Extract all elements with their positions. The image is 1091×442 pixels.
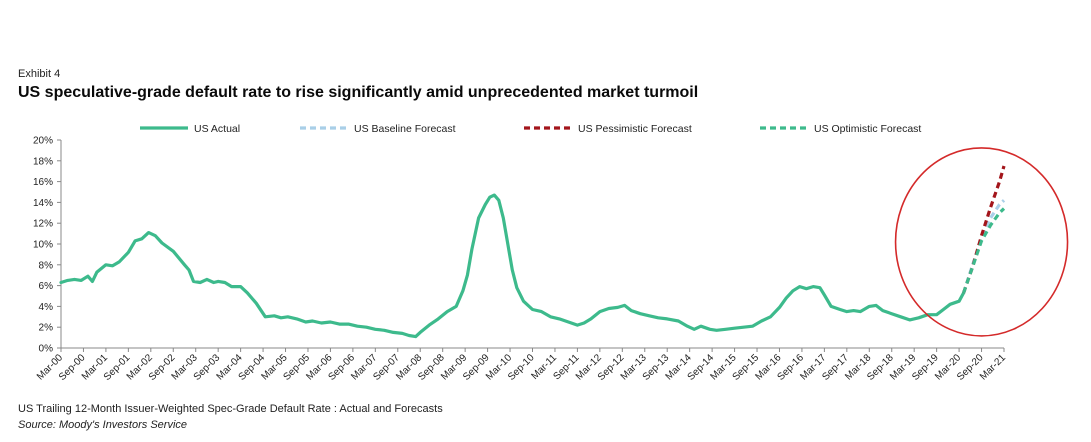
legend-item-label: US Actual: [194, 123, 240, 135]
legend-item-label: US Baseline Forecast: [354, 123, 456, 135]
y-tick-label: 4%: [39, 302, 54, 313]
y-tick-label: 6%: [39, 281, 54, 292]
default-rate-chart: US Actual US Baseline Forecast US Pessimis…: [33, 123, 1069, 383]
chart-footnote: US Trailing 12-Month Issuer-Weighted Spe…: [18, 403, 443, 415]
y-tick-label: 8%: [39, 260, 54, 271]
legend-item-label: US Optimistic Forecast: [814, 123, 921, 135]
y-tick-label: 0%: [39, 344, 54, 355]
y-tick-label: 14%: [33, 198, 53, 209]
forecast-highlight-circle: [894, 147, 1069, 337]
y-axis: 0% 2% 4% 6% 8% 10% 12% 14% 16% 18% 20%: [33, 136, 62, 355]
chart-source: Source: Moody's Investors Service: [18, 419, 188, 431]
chart-legend: US Actual US Baseline Forecast US Pessimis…: [140, 123, 921, 135]
series-line-us-pessimistic-forecast: [962, 165, 1006, 294]
exhibit-label: Exhibit 4: [18, 68, 61, 80]
y-tick-label: 12%: [33, 219, 53, 230]
legend-item-label: US Pessimistic Forecast: [578, 123, 692, 135]
series-line-us-optimistic-forecast: [962, 207, 1006, 294]
series-line-us-actual: [59, 193, 966, 339]
chart-annotations: [894, 147, 1069, 337]
y-tick-label: 10%: [33, 240, 53, 251]
y-tick-label: 20%: [33, 136, 53, 147]
y-tick-label: 2%: [39, 323, 54, 334]
x-axis: Mar-00Sep-00Mar-01Sep-01Mar-02Sep-02Mar-…: [35, 347, 1008, 383]
chart-title: US speculative-grade default rate to ris…: [18, 84, 699, 101]
y-tick-label: 18%: [33, 156, 53, 167]
x-tick-label: Mar-21: [978, 352, 1008, 382]
y-tick-label: 16%: [33, 177, 53, 188]
chart-series: [59, 165, 1006, 339]
